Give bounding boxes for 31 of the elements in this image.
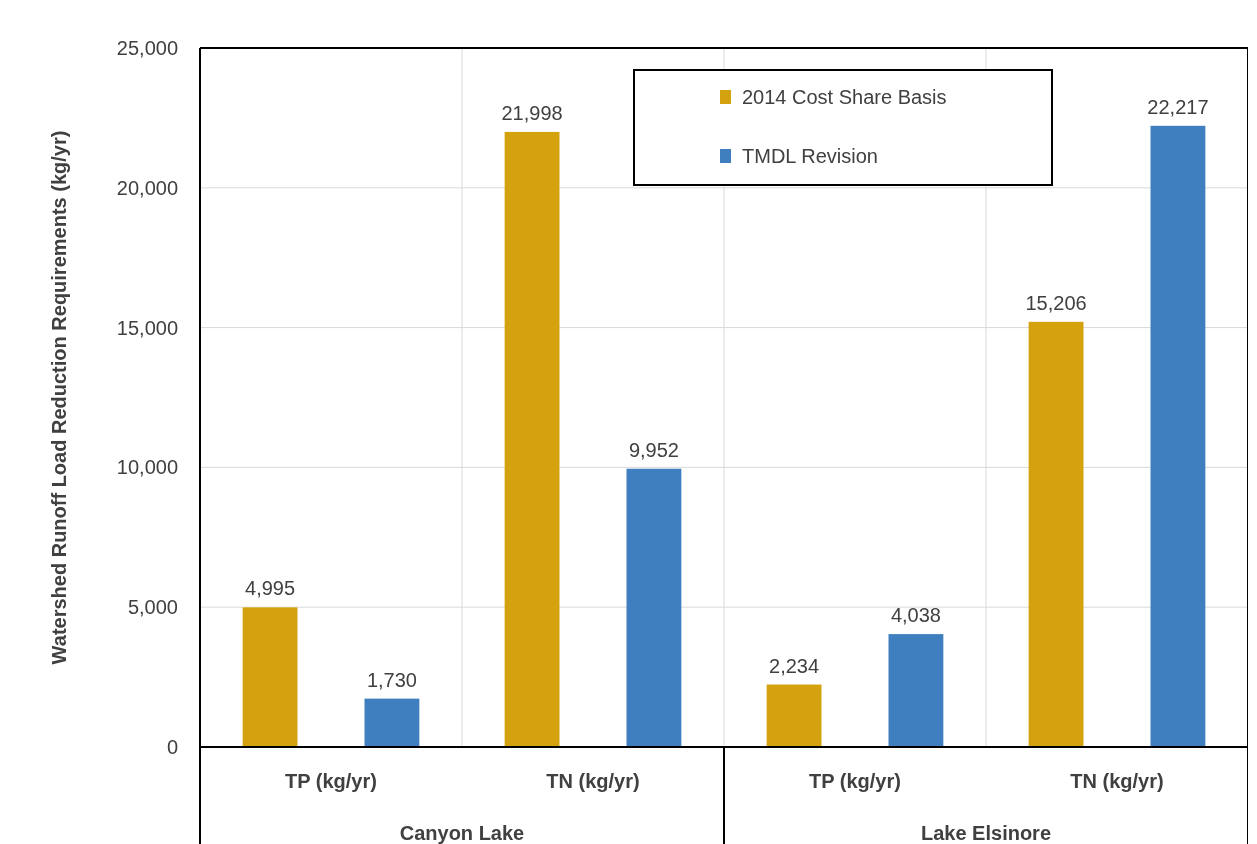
y-tick-label: 15,000 [116, 316, 178, 339]
bar [888, 634, 944, 747]
y-axis-title: Watershed Runoff Load Reduction Requirements (kg/yr) [48, 130, 70, 665]
legend-label: 2014 Cost Share Basis [742, 86, 947, 108]
data-label: 2,234 [769, 654, 820, 677]
text: Lake Elsinore [920, 822, 1052, 844]
data-label: 15,206 [1025, 291, 1087, 314]
data-label: 4,995 [245, 577, 296, 600]
bar [626, 468, 682, 747]
text: Canyon Lake [399, 822, 525, 844]
x-tick-label: TN (kg/yr) [1070, 770, 1164, 792]
data-label: 9,952 [628, 438, 679, 461]
bar [504, 131, 560, 747]
y-tick-label: 25,000 [116, 37, 178, 59]
data-label: 1,730 [366, 668, 417, 691]
y-tick-label: 5,000 [127, 596, 178, 619]
y-tick-label: 10,000 [116, 456, 178, 479]
bar [1028, 321, 1084, 747]
bar [1150, 125, 1206, 747]
data-label: 22,217 [1147, 95, 1209, 118]
data-label: 21,998 [501, 101, 563, 124]
x-tick-label: TN (kg/yr) [546, 770, 640, 792]
data-label: 4,038 [890, 604, 941, 627]
y-tick-label: 20,000 [116, 176, 178, 199]
bar [364, 698, 420, 747]
x-tick-label: TP (kg/yr) [809, 770, 901, 792]
y-tick-label: 0 [166, 736, 178, 758]
legend-label: TMDL Revision [742, 145, 878, 167]
x-tick-label: TP (kg/yr) [285, 770, 377, 792]
bar [766, 684, 822, 747]
bar [242, 607, 298, 747]
